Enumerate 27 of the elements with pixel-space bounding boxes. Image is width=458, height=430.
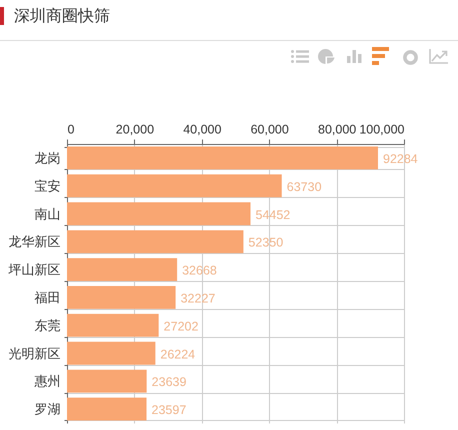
data-label: 92284 xyxy=(382,152,418,166)
y-tick-label: 罗湖 xyxy=(34,402,60,418)
x-tick-label: 20,000 xyxy=(116,122,154,136)
x-tick-label: 60,000 xyxy=(250,122,289,136)
y-tick-label: 东莞 xyxy=(34,318,60,334)
y-tick-label: 龙岗 xyxy=(34,151,60,166)
data-label: 32227 xyxy=(180,291,216,306)
data-label: 63730 xyxy=(286,180,322,194)
chart-title: 深圳商圈快筛 xyxy=(14,6,110,26)
data-label: 54452 xyxy=(256,208,290,222)
y-tick-label: 坪山新区 xyxy=(8,263,60,278)
data-label: 23597 xyxy=(152,403,186,418)
data-label: 23639 xyxy=(152,375,186,390)
x-tick-label: 40,000 xyxy=(183,122,222,136)
y-tick-label: 南山 xyxy=(34,207,60,222)
y-tick-label: 光明新区 xyxy=(8,346,60,362)
y-tick-label: 惠州 xyxy=(34,374,60,390)
data-label: 32668 xyxy=(182,264,217,278)
data-label: 27202 xyxy=(164,319,198,334)
x-tick-label: 100,000 xyxy=(359,122,405,136)
x-tick-label: 80,000 xyxy=(318,122,356,136)
x-tick-label: 0 xyxy=(68,122,74,136)
data-label: 52350 xyxy=(248,236,284,250)
data-label: 26224 xyxy=(160,347,196,362)
y-tick-label: 福田 xyxy=(34,290,60,306)
y-tick-label: 宝安 xyxy=(34,178,60,194)
y-tick-label: 龙华新区 xyxy=(8,235,60,250)
